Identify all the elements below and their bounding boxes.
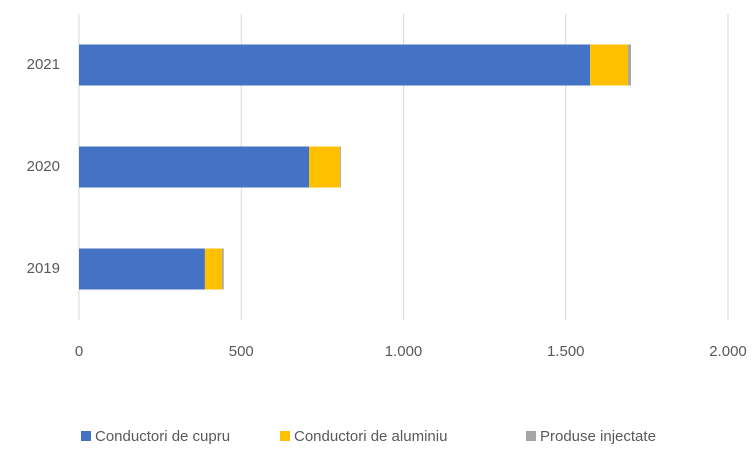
x-tick-label: 500 (229, 343, 254, 360)
x-tick-label: 1.500 (547, 343, 585, 360)
bar-segment (79, 146, 310, 188)
x-tick-label: 2.000 (709, 343, 747, 360)
bar-segment (339, 146, 341, 188)
legend-swatch (81, 431, 91, 441)
y-tick-label: 2020 (27, 158, 60, 175)
legend-swatch (526, 431, 536, 441)
bar-segment (204, 248, 223, 290)
x-tick-label: 1.000 (385, 343, 423, 360)
y-tick-label: 2021 (27, 56, 60, 73)
legend-label: Produse injectate (540, 428, 656, 445)
y-tick-label: 2019 (27, 260, 60, 277)
bar-segment (79, 44, 591, 86)
bar-segment (590, 44, 629, 86)
bar-segment (79, 248, 205, 290)
legend-label: Conductori de aluminiu (294, 428, 447, 445)
bar-segment (222, 248, 224, 290)
bar-segment (628, 44, 631, 86)
legend-swatch (280, 431, 290, 441)
legend-label: Conductori de cupru (95, 428, 230, 445)
bar-segment (309, 146, 340, 188)
x-tick-label: 0 (75, 343, 83, 360)
